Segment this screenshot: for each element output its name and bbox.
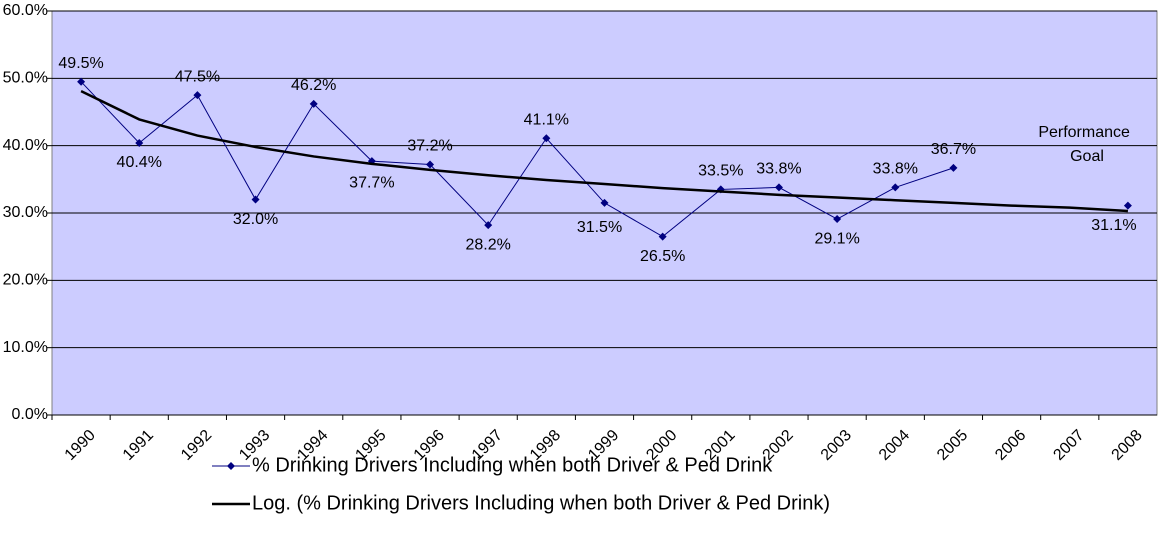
point xyxy=(426,160,435,169)
x-tick-label: 2008 xyxy=(1109,427,1146,464)
y-tick-label: 50.0% xyxy=(3,70,48,87)
y-tick-label: 20.0% xyxy=(3,272,48,289)
point xyxy=(309,99,318,108)
x-tick-label: 2004 xyxy=(876,427,913,464)
point xyxy=(658,232,667,241)
data-label: 32.0% xyxy=(233,211,278,228)
x-tick-label: 1990 xyxy=(62,427,99,464)
data-label: 41.1% xyxy=(524,111,569,128)
point xyxy=(949,163,958,172)
x-tick-label: 1991 xyxy=(120,427,157,464)
annotation: Performance Goal xyxy=(1038,124,1130,165)
data-label: 37.2% xyxy=(407,138,452,155)
data-label: 33.5% xyxy=(698,163,743,180)
point xyxy=(251,195,260,204)
y-tick-label: 40.0% xyxy=(3,137,48,154)
data-label: 40.4% xyxy=(117,154,162,171)
x-tick-label: 2003 xyxy=(818,427,855,464)
legend-label: Log. (% Drinking Drivers Including when … xyxy=(252,492,830,514)
annotation-line: Goal xyxy=(1070,148,1104,165)
series-line xyxy=(80,90,1128,213)
data-label: 31.1% xyxy=(1091,217,1136,234)
point xyxy=(193,91,202,100)
y-tick-label: 0.0% xyxy=(12,406,48,423)
point xyxy=(77,77,86,86)
legend-marker xyxy=(227,462,235,470)
point xyxy=(1123,201,1132,210)
x-tick-label: 2006 xyxy=(992,427,1029,464)
point xyxy=(774,183,783,192)
data-label: 29.1% xyxy=(814,230,859,247)
legend-label: % Drinking Drivers Including when both D… xyxy=(252,454,773,476)
point xyxy=(891,183,900,192)
point xyxy=(484,221,493,230)
point xyxy=(542,134,551,143)
data-label: 26.5% xyxy=(640,248,685,265)
data-label: 46.2% xyxy=(291,77,336,94)
point xyxy=(600,198,609,207)
point xyxy=(135,138,144,147)
data-label: 33.8% xyxy=(756,161,801,178)
y-tick-label: 60.0% xyxy=(3,2,48,19)
data-label: 47.5% xyxy=(175,68,220,85)
x-tick-label: 2005 xyxy=(934,427,971,464)
data-label: 49.5% xyxy=(58,55,103,72)
data-label: 33.8% xyxy=(873,161,918,178)
annotation-line: Performance xyxy=(1038,124,1130,141)
x-tick-label: 1992 xyxy=(178,427,215,464)
data-label: 36.7% xyxy=(931,141,976,158)
point xyxy=(833,215,842,224)
data-label: 28.2% xyxy=(465,236,510,253)
x-tick-label: 2007 xyxy=(1050,427,1087,464)
y-tick-label: 10.0% xyxy=(3,339,48,356)
data-label: 37.7% xyxy=(349,174,394,191)
data-label: 31.5% xyxy=(577,219,622,236)
y-tick-label: 30.0% xyxy=(3,204,48,221)
